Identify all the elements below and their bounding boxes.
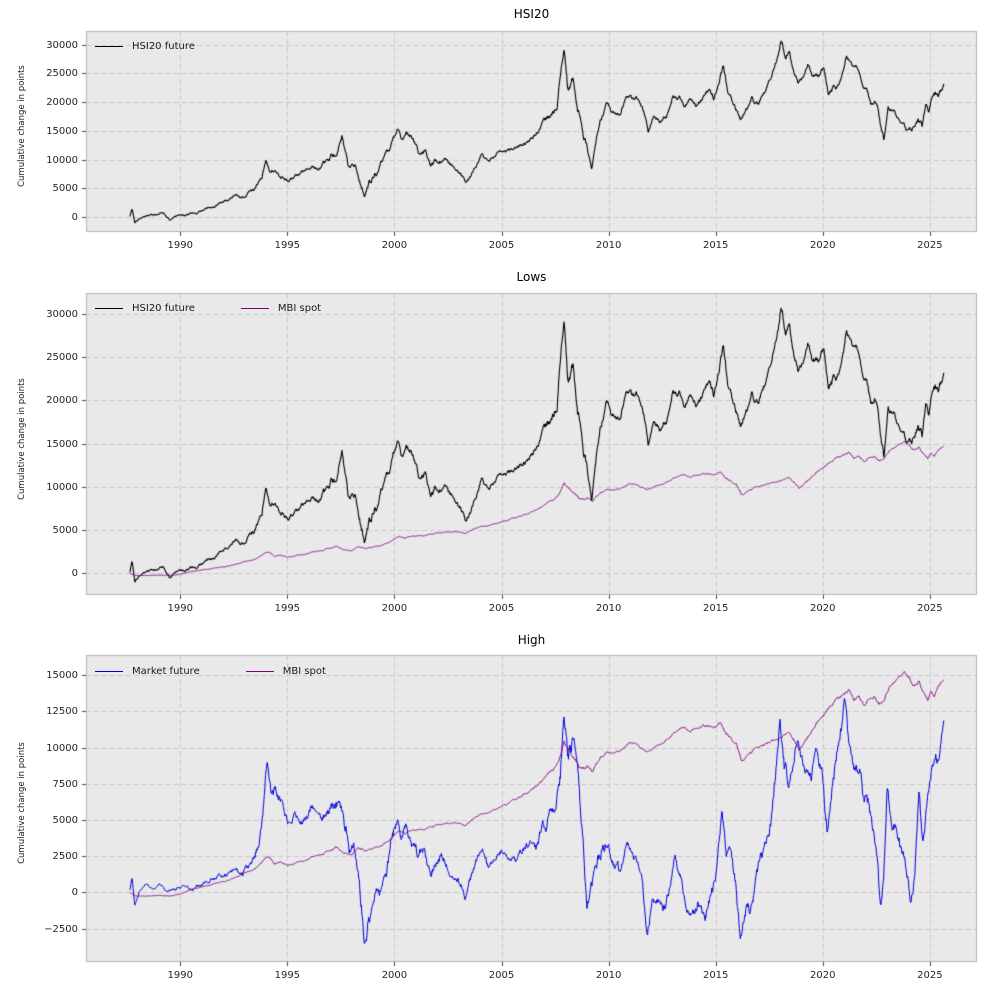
x-tick-label: 1990 [167, 240, 193, 251]
x-tick-label: 2005 [488, 603, 515, 614]
x-tick-label: 2020 [810, 970, 836, 981]
x-tick-label: 2015 [702, 970, 729, 981]
y-tick-label: 5000 [52, 815, 78, 827]
legend-label: MBI spot [277, 303, 322, 314]
y-tick-label: 0 [71, 568, 78, 580]
y-tick-label: 2500 [52, 851, 78, 863]
y-tick-label: 0 [71, 212, 78, 224]
x-tick-label: 2020 [810, 603, 836, 614]
y-tick-label: 25000 [46, 68, 78, 80]
x-tick-label: 1995 [274, 240, 301, 251]
x-tick-label: 2025 [917, 603, 943, 614]
y-tick-label: 10000 [46, 154, 78, 166]
y-tick-label: 12500 [46, 706, 78, 718]
y-tick-label: 15000 [46, 125, 78, 137]
x-tick-label: 2000 [381, 603, 408, 614]
legend-label: HSI20 future [132, 303, 195, 314]
y-tick-label: 10000 [46, 481, 78, 493]
x-tick-label: 2015 [702, 240, 729, 251]
x-tick-label: 2015 [702, 603, 729, 614]
x-tick-label: 2010 [595, 970, 622, 981]
legend-item-mbi-spot: MBI spot [245, 666, 326, 677]
legend-label: Market future [132, 666, 200, 677]
legend-chart3: Market future MBI spot [95, 666, 372, 677]
x-tick-label: 2005 [488, 240, 515, 251]
chart-high-canvas [0, 649, 989, 969]
legend-item-mbi-spot: MBI spot [240, 303, 322, 314]
y-tick-label: 30000 [46, 39, 78, 51]
legend-line-sample [95, 671, 123, 672]
chart-title-hsi20: HSI20 [513, 7, 550, 21]
legend-label: HSI20 future [132, 41, 195, 52]
chart-hsi20-canvas [0, 25, 989, 240]
legend-item-market-future: Market future [95, 666, 200, 677]
y-tick-label: 20000 [46, 395, 78, 407]
legend-line-sample [95, 308, 123, 309]
y-tick-label: 0 [71, 887, 78, 899]
x-tick-label: 2000 [381, 970, 408, 981]
y-tick-label: 20000 [46, 97, 78, 109]
chart-title-high: High [517, 633, 546, 647]
legend-label: MBI spot [282, 666, 326, 677]
x-tick-label: 2005 [488, 970, 515, 981]
x-tick-label: 1990 [167, 970, 193, 981]
y-tick-label: 7500 [52, 778, 78, 790]
x-tick-label: 2010 [595, 603, 622, 614]
legend-line-sample [245, 671, 274, 672]
legend-line-sample [240, 308, 269, 309]
y-tick-label: −2500 [44, 923, 78, 935]
legend-line-sample [95, 46, 123, 47]
x-tick-label: 1995 [274, 603, 301, 614]
x-tick-label: 2025 [917, 240, 943, 251]
legend-chart2: HSI20 future MBI spot [95, 303, 367, 314]
y-tick-label: 25000 [46, 352, 78, 364]
y-tick-label: 10000 [46, 742, 78, 754]
chart-lows-canvas [0, 287, 989, 602]
x-tick-label: 2000 [381, 240, 408, 251]
x-tick-label: 2020 [810, 240, 836, 251]
y-tick-label: 15000 [46, 438, 78, 450]
y-axis-label-chart3: Cumulative change in points [17, 742, 27, 864]
y-tick-label: 5000 [52, 525, 78, 537]
y-tick-label: 30000 [46, 308, 78, 320]
x-tick-label: 1990 [167, 603, 193, 614]
legend-item-hsi20-future: HSI20 future [95, 303, 195, 314]
chart-title-lows: Lows [516, 270, 547, 284]
y-tick-label: 5000 [52, 183, 78, 195]
x-tick-label: 2025 [917, 970, 943, 981]
x-tick-label: 2010 [595, 240, 622, 251]
x-tick-label: 1995 [274, 970, 301, 981]
y-tick-label: 15000 [46, 670, 78, 682]
legend-item-hsi20-future: HSI20 future [95, 41, 195, 52]
legend-chart1: HSI20 future [95, 41, 241, 52]
